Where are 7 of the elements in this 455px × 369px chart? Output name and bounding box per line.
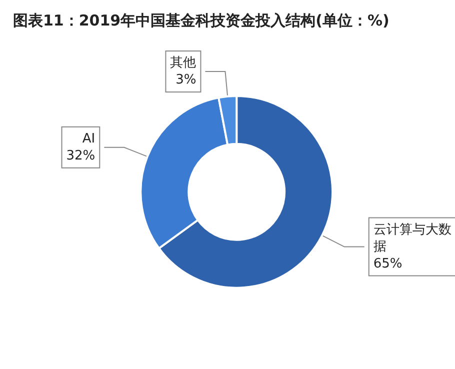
data-label: 65% (373, 256, 402, 272)
slice-label: 云计算与大数据 (373, 222, 452, 254)
slice-label: AI (82, 131, 96, 146)
data-label: 3% (176, 72, 196, 88)
slice-label: 其他 (170, 55, 196, 70)
chart-title: 图表11：2019年中国基金科技资金投入结构(单位：%) (13, 12, 390, 30)
data-label: 32% (66, 148, 96, 164)
